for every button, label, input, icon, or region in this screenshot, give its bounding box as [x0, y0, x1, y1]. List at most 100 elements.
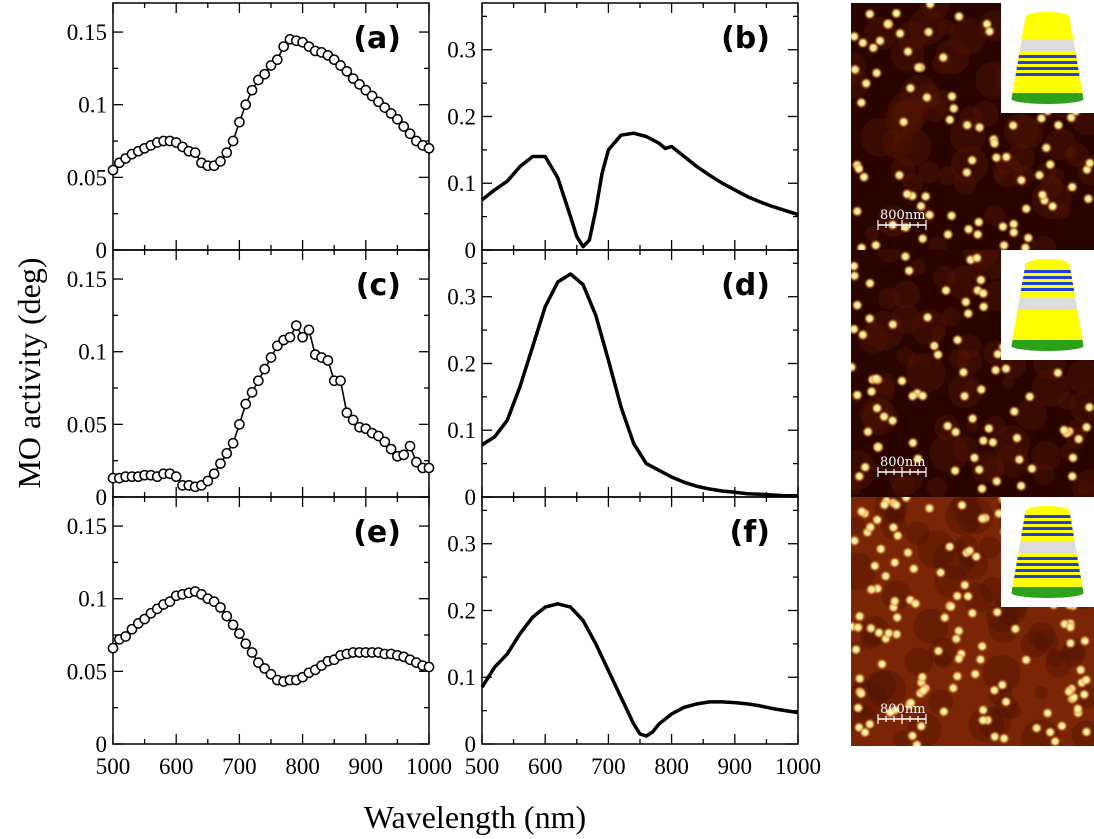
- data-point: [385, 443, 397, 455]
- data-point: [189, 147, 201, 159]
- nanoparticle-dot: [919, 190, 932, 203]
- data-point: [341, 407, 353, 419]
- nanoparticle-dot: [988, 137, 1001, 150]
- data-point: [234, 628, 245, 639]
- afm-texture: [966, 518, 980, 532]
- afm-texture: [851, 517, 865, 534]
- nanoparticle-dot: [1007, 119, 1020, 132]
- afm-texture: [1045, 650, 1073, 678]
- data-point: [259, 363, 271, 375]
- panel-b: 0 0.1 0.2 0.3 (b): [447, 2, 799, 263]
- nanoparticle-dot: [851, 643, 863, 656]
- nanoparticle-dot: [858, 171, 871, 184]
- nanoparticle-dot: [1025, 462, 1038, 475]
- nanoparticle-dot: [878, 498, 891, 511]
- afm-texture: [917, 161, 940, 184]
- series-line: [480, 602, 799, 738]
- nanoparticle-dot: [969, 668, 982, 681]
- afm-texture: [982, 654, 1021, 694]
- nanoparticle-dot: [1083, 157, 1094, 170]
- nanoparticle-dot: [855, 687, 868, 700]
- nanoparticle-dot: [945, 600, 958, 613]
- nanoparticle-dot: [871, 441, 884, 454]
- nanoparticle-dot: [971, 228, 984, 241]
- data-point: [322, 355, 334, 366]
- nanoparticle-dot: [851, 260, 860, 273]
- cone-magnetic-layer: [1016, 563, 1079, 566]
- series-line: [480, 131, 799, 249]
- y-tick-label: 0.1: [447, 665, 476, 690]
- nanoparticle-dot: [897, 115, 910, 128]
- nanoparticle-dot: [851, 63, 862, 76]
- nanoparticle-dot: [856, 36, 869, 49]
- nanoparticle-dot: [916, 671, 929, 684]
- nanoparticle-dot: [923, 502, 936, 515]
- nanoparticle-dot: [890, 498, 903, 511]
- x-tick-label: 500: [465, 754, 500, 779]
- data-point: [423, 142, 435, 154]
- afm-texture: [1030, 235, 1057, 250]
- nanoparticle-dot: [983, 25, 996, 38]
- nanoparticle-dot: [869, 239, 882, 250]
- nanoparticle-dot: [1082, 192, 1094, 205]
- afm-texture: [896, 347, 914, 365]
- nanoparticle-dot: [998, 732, 1011, 745]
- data-point: [215, 458, 226, 469]
- afm-texture: [881, 128, 913, 159]
- nanoparticle-dot: [951, 670, 964, 683]
- nanoparticle-dot: [943, 113, 956, 126]
- afm-image-middle: 800nm: [851, 250, 1094, 497]
- nanoparticle-dot: [875, 658, 888, 671]
- cone-top: [1025, 259, 1070, 269]
- nanoparticle-dot: [864, 622, 877, 635]
- data-point: [240, 99, 252, 111]
- nanoparticle-dot: [976, 714, 989, 727]
- nanoparticle-dot: [896, 374, 909, 387]
- panel-c: 0 0.05 0.1 0.15 (c): [67, 249, 435, 510]
- nanoparticle-dot: [899, 250, 912, 263]
- cone-top: [1025, 506, 1070, 516]
- nanoparticle-dot: [977, 300, 990, 313]
- afm-texture: [1044, 128, 1077, 161]
- cone-magnetic-layer: [1022, 527, 1073, 530]
- nanoparticle-dot: [1057, 424, 1070, 437]
- nanoparticle-dot: [900, 497, 913, 504]
- nanoparticle-dot: [958, 579, 971, 592]
- nanoparticle-dot: [952, 652, 965, 665]
- nanoparticle-dot: [1072, 433, 1085, 446]
- nanoparticle-dot: [867, 41, 880, 54]
- nanoparticle-dot: [1083, 401, 1094, 414]
- nanoparticle-dot: [915, 200, 928, 213]
- cone-base: [1011, 588, 1084, 598]
- nanoparticle-dot: [1041, 707, 1054, 720]
- afm-texture: [996, 444, 1030, 478]
- afm-texture: [891, 475, 915, 497]
- y-tick-label: 0.1: [447, 418, 476, 443]
- nanoparticle-dot: [1064, 621, 1077, 634]
- afm-texture: [860, 117, 900, 157]
- nanoparticle-dot: [932, 644, 945, 657]
- nanoparticle-dot: [863, 277, 876, 290]
- nanoparticle-dot: [957, 366, 970, 379]
- y-tick-label: 0.05: [67, 412, 107, 437]
- nanoparticle-dot: [1066, 181, 1079, 194]
- y-tick-label: 0.3: [447, 38, 476, 63]
- y-tick-label: 0.3: [447, 532, 476, 557]
- nanoparticle-dot: [868, 559, 881, 572]
- x-tick-label: 800: [654, 754, 689, 779]
- nanoparticle-dot: [851, 205, 864, 218]
- nanoparticle-dot: [906, 436, 919, 449]
- plots-layer: 00.050.10.15 (a)00.10.20.3 (b)00.050.10.15…: [67, 2, 821, 779]
- nanoparticle-dot: [879, 570, 892, 583]
- nanoparticle-dot: [1071, 702, 1084, 715]
- afm-texture: [1031, 179, 1072, 220]
- nanoparticle-dot: [906, 390, 919, 403]
- nanoparticle-dot: [1080, 421, 1093, 434]
- nanoparticle-dot: [949, 464, 962, 477]
- nanoparticle-dot: [951, 590, 964, 603]
- panel-label: (d): [721, 268, 770, 303]
- afm-images: 800nm 800nm 800nm: [851, 3, 1094, 746]
- nanoparticle-dot: [870, 372, 883, 385]
- nanoparticle-dot: [960, 166, 973, 179]
